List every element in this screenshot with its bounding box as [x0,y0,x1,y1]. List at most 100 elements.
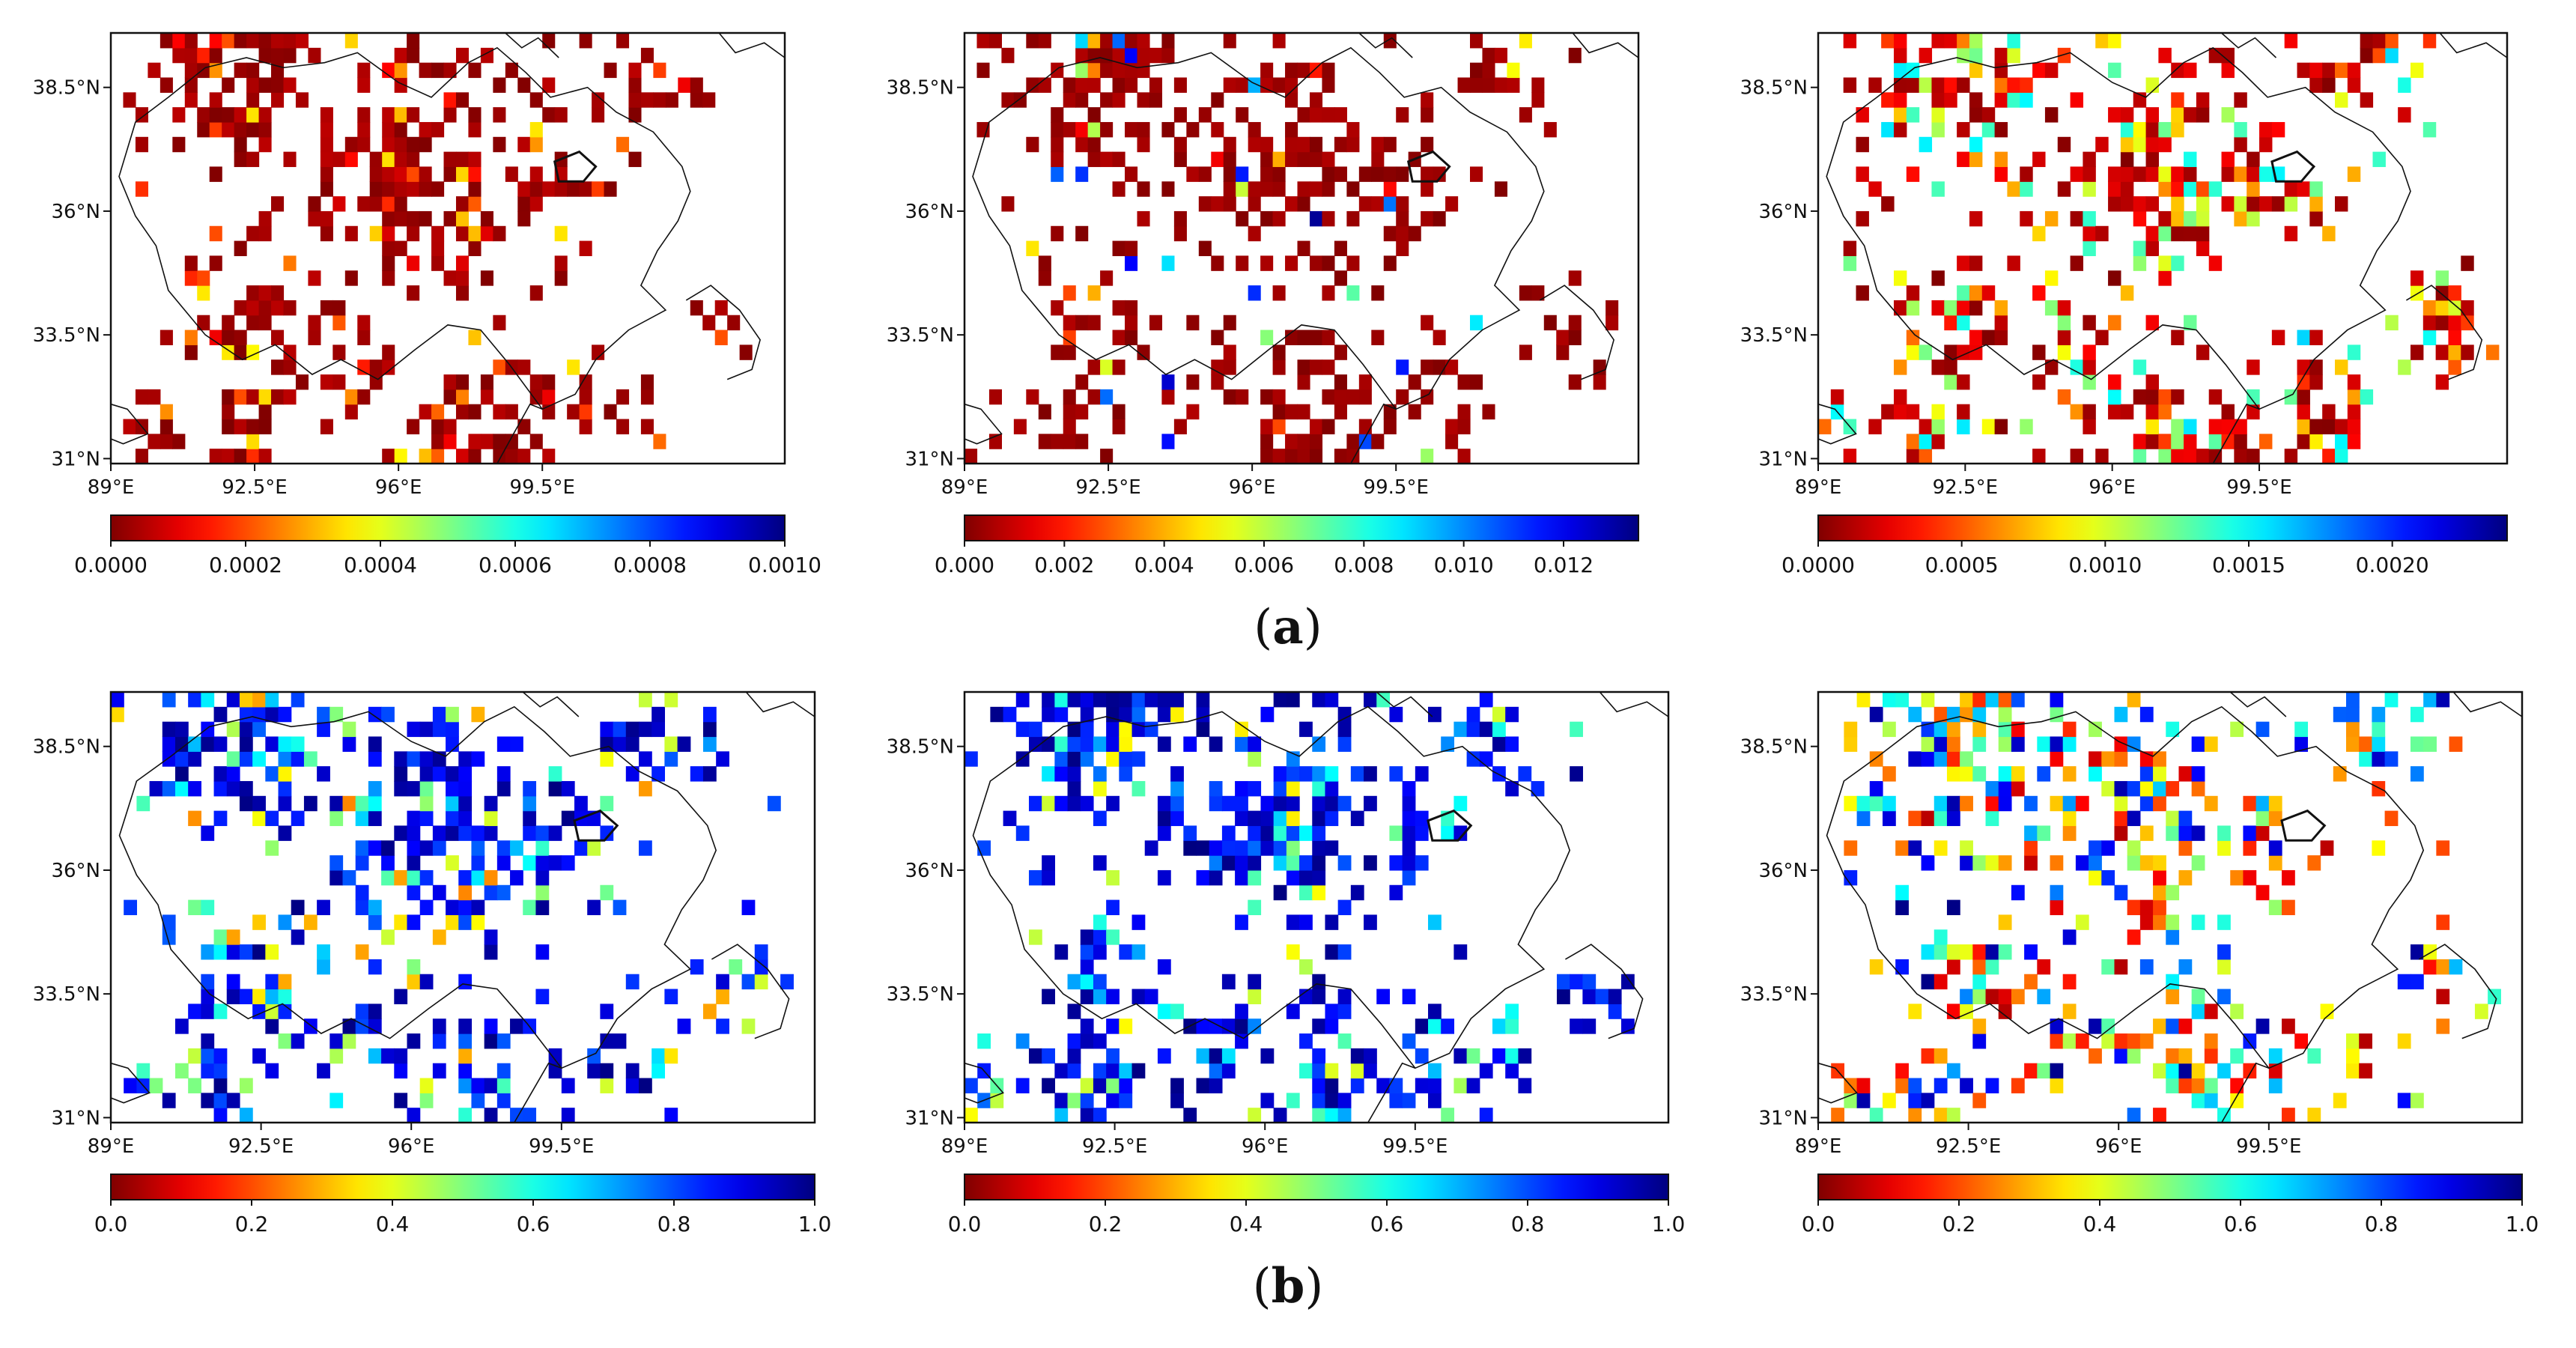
heatmap-cell [1221,825,1236,841]
heatmap-cell [1981,121,1996,138]
heatmap-cell [1492,706,1506,723]
heatmap-cell [2133,136,2147,153]
heatmap-cell [1125,121,1138,138]
y-tick-label: 31°N [51,1107,100,1129]
heatmap-cell [1131,692,1146,708]
heatmap-cell [1972,1018,1987,1034]
heatmap-cell [2217,914,2231,930]
heatmap-cell [1492,1048,1506,1064]
heatmap-cell [2166,1063,2180,1079]
heatmap-cell [1312,1063,1326,1079]
heatmap-cell [201,736,215,752]
heatmap-cell [2050,1033,2064,1049]
heatmap-cell [2259,166,2273,182]
heatmap-cell [2184,107,2197,123]
heatmap-cell [1312,1078,1326,1093]
heatmap-cell [1428,1093,1442,1108]
heatmap-cell [613,736,627,752]
heatmap-cell [209,121,222,138]
heatmap-cell [1908,706,1922,723]
heatmap-cell [1042,736,1055,752]
heatmap-cell [1186,121,1200,138]
heatmap-cell [1960,989,1973,1004]
qinghai-lake-outline [573,809,619,842]
heatmap-cell [1595,989,1609,1004]
heatmap-cell [1931,33,1945,49]
heatmap-cell [258,285,272,301]
heatmap-cell [1260,77,1274,93]
heatmap-cell [184,330,198,345]
heatmap-cell [1125,315,1138,331]
heatmap-cell [1457,419,1471,434]
heatmap-cell [135,181,148,197]
heatmap-cell [1209,855,1223,871]
heatmap-cell [2247,166,2260,182]
heatmap-cell [258,404,272,420]
heatmap-cell [468,151,482,168]
heatmap-cell [368,751,382,767]
heatmap-cell [2133,449,2147,464]
heatmap-cell [677,1018,691,1034]
heatmap-cell [2070,359,2084,375]
heatmap-cell [394,210,407,227]
heatmap-cell [2372,736,2386,752]
heatmap-cell [246,434,260,449]
heatmap-cell [2410,344,2424,360]
heatmap-cell [1093,989,1107,1004]
heatmap-cell [1312,840,1326,856]
heatmap-cell [1608,989,1622,1004]
heatmap-cell [1297,359,1310,375]
heatmap-cell [561,780,575,797]
heatmap-cell [394,1063,408,1079]
heatmap-cell [419,974,434,990]
heatmap-cell [523,810,537,827]
heatmap-cell [1026,136,1039,153]
heatmap-cell [382,225,395,242]
heatmap-cell [1881,121,1895,138]
heatmap-cell [258,47,272,64]
heatmap-cell [2089,1048,2102,1064]
heatmap-cell [357,389,371,405]
heatmap-cell [2397,974,2411,990]
heatmap-cell [510,736,523,752]
heatmap-cell [2196,196,2210,212]
heatmap-cell [592,92,605,108]
heatmap-cell [2284,225,2298,242]
qinghai-lake-outline [2270,150,2316,183]
heatmap-cell [209,107,222,123]
heatmap-cell [1297,62,1310,79]
heatmap-cell [213,706,228,723]
heatmap-cell [2335,449,2348,464]
heatmap-cell [965,751,978,767]
heatmap-cell [357,107,371,123]
heatmap-cell [188,780,201,797]
heatmap-cell [2259,136,2273,153]
heatmap-cell [1236,166,1249,182]
heatmap-cell [1273,692,1287,708]
heatmap-cell [1466,706,1480,723]
panel-b3: 89°E 92.5°E 96°E 99.5°E 38.5°N 36°N 33.5°N 31°N… [1707,659,2576,1243]
x-tick-label: 89°E [1795,1135,1842,1158]
heatmap-cell [2120,404,2134,420]
heatmap-cell [1346,121,1360,138]
heatmap-cell [496,1063,511,1079]
heatmap-cell [1946,721,1960,738]
heatmap-cell [554,181,568,197]
heatmap-cell [2037,736,2051,752]
heatmap-cell [1906,434,1920,449]
heatmap-cell [542,449,556,464]
heatmap-cell [1334,166,1347,182]
heatmap-cell [535,869,550,886]
heatmap-cell [432,721,446,738]
heatmap-cell [1606,315,1619,331]
heatmap-cell [2166,989,2180,1004]
colorbar-tick-label: 0.0 [94,1212,128,1236]
heatmap-cell [1285,151,1298,168]
heatmap-cell [702,92,716,108]
heatmap-cell [1322,181,1335,197]
heatmap-cell [529,285,543,301]
heatmap-cell [1161,374,1175,390]
heatmap-cell [1015,721,1030,738]
heatmap-cell [1125,77,1138,93]
heatmap-cell [523,855,537,871]
